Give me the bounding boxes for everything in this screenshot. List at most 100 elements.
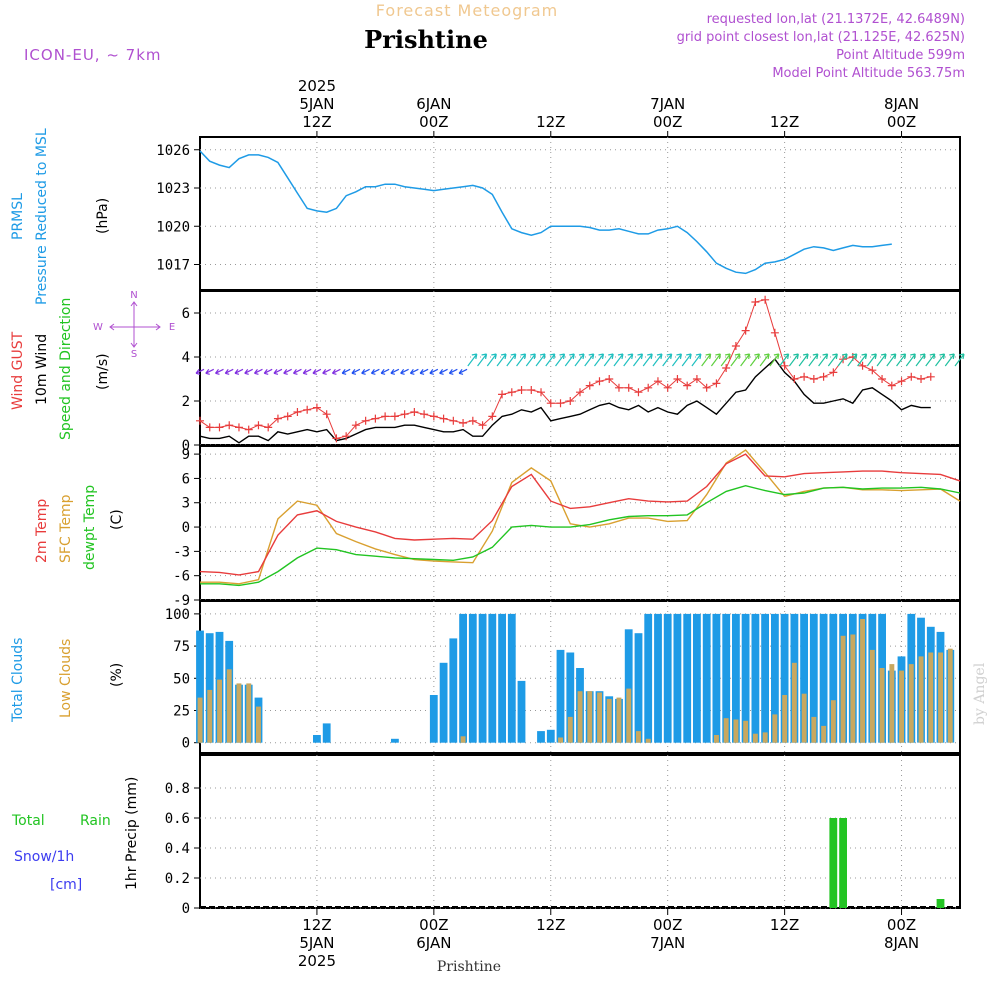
top-time-label: 7JAN — [650, 95, 685, 113]
wind-direction-arrow — [779, 353, 790, 367]
wind-gust-marker — [897, 377, 906, 386]
cloud-label-1: Total Clouds — [10, 638, 26, 723]
low-cloud-bar — [197, 697, 203, 743]
bottom-location: Prishtine — [437, 959, 501, 975]
wind-gust-marker — [244, 425, 253, 434]
wind-direction-arrow — [613, 353, 624, 367]
wind-gust-marker — [459, 419, 468, 427]
chart-subtitle: Forecast Meteogram — [376, 1, 558, 20]
total-cloud-bar — [673, 613, 682, 743]
pressure-frame — [199, 136, 961, 291]
temp-ytick-label: 3 — [182, 496, 190, 512]
top-time-label: 6JAN — [416, 95, 451, 113]
low-cloud-bar — [899, 670, 904, 743]
top-time-label: 8JAN — [884, 95, 919, 113]
total-cloud-bar — [780, 613, 789, 743]
wind-direction-arrow — [545, 353, 556, 367]
wind-direction-arrow — [710, 353, 721, 367]
point-altitude: Point Altitude 599m — [836, 48, 965, 63]
total-cloud-bar — [712, 613, 721, 743]
wind-gust-marker — [283, 412, 292, 421]
precip-ytick-label: 0.6 — [165, 811, 190, 827]
top-time-label: 00Z — [653, 113, 682, 131]
cloud-label-2: Low Clouds — [58, 639, 74, 718]
low-cloud-bar — [587, 691, 593, 743]
wind-gust-marker — [556, 399, 565, 408]
low-cloud-bar — [616, 697, 622, 743]
wind-direction-arrow — [439, 368, 448, 375]
wind-gust-marker — [371, 414, 380, 423]
low-cloud-bar — [782, 695, 788, 743]
wind-direction-arrow — [486, 353, 497, 367]
low-cloud-bar — [577, 691, 583, 743]
wind-labels: Wind GUST 10m Wind Speed and Direction (… — [10, 290, 175, 440]
total-cloud-bar — [498, 613, 506, 743]
total-cloud-bar — [196, 630, 204, 743]
total-cloud-bar — [819, 613, 828, 743]
compass-rose-icon — [109, 301, 161, 348]
low-cloud-bar — [743, 720, 749, 743]
total-cloud-bar — [761, 613, 769, 743]
total-cloud-bar — [751, 613, 760, 743]
precip-ytick-label: 0 — [182, 901, 190, 917]
wind-gust-marker — [761, 295, 770, 304]
temp-ytick-label: -3 — [173, 544, 190, 560]
low-cloud-bar — [256, 706, 261, 743]
temp-label-2: SFC Temp — [58, 494, 74, 563]
wind-gust-marker — [273, 414, 282, 423]
wind-gust-marker — [234, 423, 243, 432]
low-cloud-bar — [636, 731, 641, 743]
wind-gust-marker — [332, 434, 341, 443]
temp-labels: 2m Temp SFC Temp dewpt Temp (C) — [34, 485, 125, 570]
wind-gust-marker — [702, 383, 711, 392]
wind-direction-arrow — [302, 368, 312, 375]
cloud-ytick-label: 25 — [173, 703, 190, 719]
wind-direction-arrow — [448, 368, 458, 375]
top-time-label: 5JAN — [299, 95, 334, 113]
wind-gust-marker — [322, 410, 331, 419]
low-cloud-bar — [879, 668, 885, 743]
low-cloud-bar — [567, 716, 573, 743]
pressure-labels: PRMSL Pressure Reduced to MSL (hPa) — [10, 128, 111, 305]
wind-direction-arrow — [253, 368, 263, 375]
precip-ytick-label: 0.2 — [165, 871, 190, 887]
wind-direction-arrow — [905, 353, 916, 367]
wind-gust-marker — [390, 412, 399, 421]
total-cloud-bar — [771, 613, 779, 743]
total-cloud-bar — [322, 723, 331, 743]
wind-gust-marker — [663, 383, 672, 392]
low-cloud-bar — [801, 693, 807, 743]
wind-gust-marker — [449, 416, 458, 425]
wind-direction-arrow — [701, 353, 712, 367]
wind-gust-marker — [546, 399, 555, 408]
wind-direction-arrow — [740, 353, 751, 367]
compass-e: E — [169, 322, 175, 333]
cloud-ytick-label: 100 — [165, 607, 190, 623]
wind-gust-marker — [741, 326, 750, 335]
sfc-temp-line — [200, 449, 961, 585]
wind-gust-marker — [770, 328, 779, 337]
wind-direction-arrow — [857, 353, 868, 367]
wind-ytick-label: 4 — [182, 350, 190, 366]
wind-direction-arrow — [535, 353, 546, 367]
chart-title: Prishtine — [364, 25, 488, 54]
wind-direction-arrow — [458, 368, 468, 375]
precip-labels: Total Rain Snow/1h [cm] 1hr Precip (mm) — [11, 777, 140, 893]
wind-direction-arrow — [808, 353, 819, 367]
temp-ytick-label: 6 — [182, 471, 190, 487]
wind-gust-marker — [254, 421, 263, 430]
cloud-labels: Total Clouds Low Clouds (%) — [10, 638, 125, 723]
cloud-ytick-label: 75 — [173, 639, 190, 655]
low-cloud-bar — [860, 619, 865, 743]
wind-direction-arrow — [234, 368, 244, 375]
wind-gust-marker — [585, 381, 594, 390]
rain-bar — [839, 818, 847, 908]
total-cloud-bar — [732, 613, 740, 743]
wind-direction-arrow — [419, 368, 429, 375]
bottom-time-label: 2025 — [298, 952, 336, 970]
low-cloud-bar — [791, 662, 797, 743]
wind-gust-marker — [488, 412, 497, 421]
top-time-label: 12Z — [302, 113, 331, 131]
temp2m-line — [199, 453, 961, 576]
wind-gust-marker — [683, 381, 692, 390]
